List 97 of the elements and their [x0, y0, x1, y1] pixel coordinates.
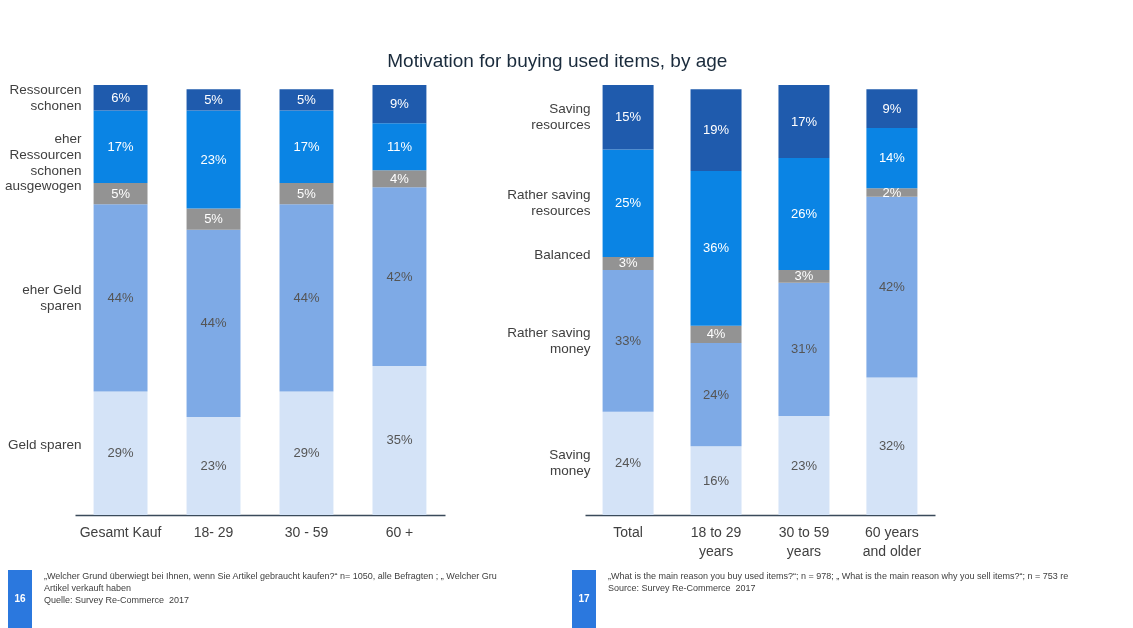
bar	[690, 343, 742, 447]
bar	[186, 229, 241, 418]
bar	[690, 446, 742, 515]
bar	[690, 171, 742, 326]
bar	[372, 187, 427, 366]
chart-title: Motivation for buying used items, by age	[387, 50, 728, 71]
bar	[866, 89, 918, 128]
data-label: 24%	[703, 386, 730, 402]
bar	[279, 204, 334, 392]
bar	[186, 89, 241, 111]
data-label: 23%	[790, 457, 818, 473]
data-label: 5%	[297, 185, 317, 201]
text: „Welcher Grund überwiegt bei Ihnen, wenn Sie Artikel gebraucht kaufen?“ n= 1050, alle Befragten ; „ Welcher Gru Artikel verkauft haben	[44, 571, 497, 594]
bar	[602, 85, 654, 150]
data-label: 23%	[200, 151, 227, 167]
bar	[778, 158, 830, 270]
x-tick-label: 18- 29	[193, 523, 234, 540]
data-label: 17%	[107, 138, 134, 154]
data-label: 17%	[790, 113, 818, 129]
data-label: 5%	[111, 185, 131, 201]
x-tick-label: Total	[613, 523, 643, 540]
data-label: 6%	[111, 89, 131, 105]
bar	[602, 411, 654, 515]
bar	[778, 282, 830, 417]
bar	[93, 204, 148, 392]
series-label: Geld sparen	[8, 437, 82, 453]
bar	[279, 110, 334, 183]
bar	[186, 417, 241, 515]
data-label: 33%	[615, 332, 642, 348]
data-label: 24%	[615, 455, 642, 471]
data-label: 4%	[706, 326, 726, 342]
data-label: 5%	[297, 91, 317, 107]
data-label: 44%	[293, 289, 320, 305]
data-label: 25%	[615, 195, 642, 211]
x-tick-label: 60 +	[385, 523, 414, 540]
bar	[93, 391, 148, 515]
data-label: 44%	[200, 315, 227, 331]
bar	[279, 391, 334, 515]
series-label: Saving money	[549, 447, 591, 479]
data-label: 29%	[293, 445, 320, 461]
x-tick-label: 30 to 59 years	[778, 523, 830, 559]
data-label: 9%	[882, 100, 902, 116]
data-label: 16%	[703, 472, 730, 488]
data-label: 11%	[386, 138, 413, 154]
data-label: 5%	[204, 211, 224, 227]
bar	[186, 208, 241, 230]
x-tick-label: 30 - 59	[284, 523, 329, 540]
data-label: 26%	[790, 206, 818, 221]
bar	[866, 128, 918, 189]
data-label: 14%	[878, 150, 906, 166]
bar	[690, 89, 742, 171]
data-label: 32%	[878, 438, 906, 454]
text: 17	[572, 570, 596, 628]
x-tick-label: Gesamt Kauf	[79, 523, 162, 540]
bar	[866, 196, 918, 378]
series-label: ausgewogen	[5, 177, 82, 193]
data-label: 23%	[200, 458, 227, 474]
data-label: 36%	[703, 240, 730, 256]
data-label: 42%	[386, 268, 413, 284]
series-label: eher Geld sparen	[22, 281, 82, 313]
bar	[372, 85, 427, 124]
x-tick-label: 18 to 29 years	[690, 523, 742, 559]
series-label: Saving resources	[531, 101, 591, 133]
data-label: 3%	[618, 255, 638, 271]
text: 16	[8, 570, 32, 628]
data-label: 2%	[882, 184, 902, 200]
data-label: 35%	[386, 432, 413, 448]
bar	[279, 89, 334, 111]
data-label: 42%	[878, 279, 906, 295]
bar	[602, 269, 654, 412]
bar	[866, 377, 918, 515]
bar	[778, 416, 830, 515]
bar	[93, 110, 148, 183]
source-note: Source: Survey Re-Commerce 2017	[608, 583, 756, 594]
text: „What is the main reason you buy used items?“; n = 978; „ What is the main reason why you sell items?“; n = 753 re	[608, 571, 1069, 581]
data-label: 29%	[107, 445, 134, 461]
bar	[93, 85, 148, 111]
series-label: Ressourcen schonen	[9, 81, 82, 113]
data-label: 15%	[615, 109, 642, 125]
data-label: 17%	[293, 138, 320, 154]
source-note: Quelle: Survey Re-Commerce 2017	[44, 595, 190, 606]
data-label: 5%	[204, 91, 224, 107]
bar	[778, 85, 830, 159]
bar	[372, 365, 427, 515]
x-tick-label: 60 years and older	[862, 523, 922, 559]
data-label: 4%	[390, 170, 410, 186]
bar	[602, 149, 654, 257]
data-label: 19%	[703, 122, 730, 138]
data-label: 31%	[790, 341, 818, 357]
bar	[372, 123, 427, 171]
bar	[186, 110, 241, 209]
series-label: Rather saving money	[507, 324, 591, 356]
data-label: 3%	[794, 268, 814, 284]
data-label: 44%	[107, 289, 134, 305]
series-label: Balanced	[534, 247, 591, 263]
data-label: 9%	[390, 96, 410, 112]
series-label: Rather saving resources	[507, 187, 591, 219]
